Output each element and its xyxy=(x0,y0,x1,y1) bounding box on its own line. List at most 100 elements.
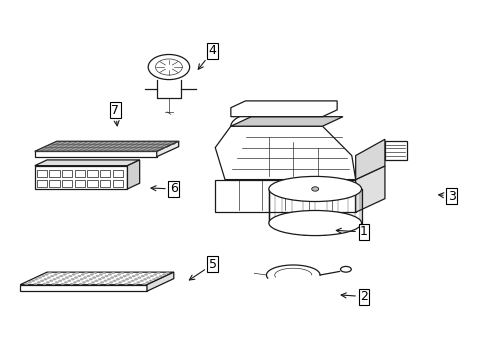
Ellipse shape xyxy=(74,277,78,279)
Ellipse shape xyxy=(67,280,71,282)
Ellipse shape xyxy=(103,280,107,282)
Polygon shape xyxy=(35,151,157,157)
Ellipse shape xyxy=(57,272,61,274)
Text: 2: 2 xyxy=(341,290,367,303)
Ellipse shape xyxy=(86,275,90,277)
Ellipse shape xyxy=(122,280,125,282)
Ellipse shape xyxy=(110,277,114,279)
Ellipse shape xyxy=(82,282,85,283)
Ellipse shape xyxy=(31,280,35,282)
Ellipse shape xyxy=(115,283,119,285)
Ellipse shape xyxy=(101,282,103,283)
Bar xyxy=(303,228,325,235)
Ellipse shape xyxy=(95,280,98,282)
Ellipse shape xyxy=(46,282,49,283)
Ellipse shape xyxy=(134,278,138,280)
Ellipse shape xyxy=(132,275,135,277)
Polygon shape xyxy=(215,126,355,180)
Text: 5: 5 xyxy=(189,258,216,280)
Ellipse shape xyxy=(93,272,97,274)
Ellipse shape xyxy=(116,278,120,280)
Ellipse shape xyxy=(59,280,62,282)
Ellipse shape xyxy=(127,282,131,283)
Ellipse shape xyxy=(88,283,91,285)
Bar xyxy=(384,141,406,159)
Ellipse shape xyxy=(48,272,51,274)
Ellipse shape xyxy=(60,275,63,277)
Ellipse shape xyxy=(61,283,64,285)
Ellipse shape xyxy=(92,277,96,279)
Bar xyxy=(49,170,60,177)
Polygon shape xyxy=(20,285,147,291)
Ellipse shape xyxy=(44,278,47,280)
Ellipse shape xyxy=(157,272,160,274)
Ellipse shape xyxy=(34,283,37,285)
Ellipse shape xyxy=(340,266,350,272)
Ellipse shape xyxy=(96,275,99,277)
Ellipse shape xyxy=(89,278,92,280)
Polygon shape xyxy=(230,101,336,117)
Ellipse shape xyxy=(99,274,102,275)
Ellipse shape xyxy=(72,274,75,275)
Ellipse shape xyxy=(165,272,169,274)
Ellipse shape xyxy=(35,278,38,280)
Bar xyxy=(75,180,85,187)
Ellipse shape xyxy=(28,282,31,283)
Bar xyxy=(298,223,331,228)
Bar xyxy=(75,170,85,177)
Ellipse shape xyxy=(153,274,157,275)
Ellipse shape xyxy=(152,278,156,280)
Ellipse shape xyxy=(121,272,124,274)
Ellipse shape xyxy=(85,280,89,282)
Ellipse shape xyxy=(125,278,128,280)
Ellipse shape xyxy=(91,282,95,283)
Ellipse shape xyxy=(106,283,109,285)
Bar xyxy=(49,180,60,187)
Ellipse shape xyxy=(64,282,67,283)
Ellipse shape xyxy=(124,283,127,285)
Ellipse shape xyxy=(78,275,81,277)
Ellipse shape xyxy=(128,277,132,279)
Polygon shape xyxy=(355,139,384,180)
Ellipse shape xyxy=(70,283,73,285)
Bar xyxy=(37,170,47,177)
Text: 7: 7 xyxy=(111,104,119,126)
Ellipse shape xyxy=(268,176,361,202)
Ellipse shape xyxy=(25,283,28,285)
Ellipse shape xyxy=(50,275,54,277)
Polygon shape xyxy=(355,166,384,212)
Polygon shape xyxy=(35,166,127,189)
Bar xyxy=(37,180,47,187)
Bar xyxy=(62,170,72,177)
Ellipse shape xyxy=(73,282,77,283)
Ellipse shape xyxy=(133,283,137,285)
Ellipse shape xyxy=(117,274,121,275)
Ellipse shape xyxy=(90,274,93,275)
Ellipse shape xyxy=(63,274,66,275)
Ellipse shape xyxy=(144,274,147,275)
Ellipse shape xyxy=(62,278,65,280)
Ellipse shape xyxy=(83,277,86,279)
Ellipse shape xyxy=(268,211,361,235)
Ellipse shape xyxy=(145,282,149,283)
Bar xyxy=(87,180,98,187)
Ellipse shape xyxy=(111,272,115,274)
Ellipse shape xyxy=(55,282,59,283)
Ellipse shape xyxy=(79,283,82,285)
Bar xyxy=(100,180,110,187)
Ellipse shape xyxy=(119,282,122,283)
Ellipse shape xyxy=(142,283,145,285)
Ellipse shape xyxy=(138,277,141,279)
Ellipse shape xyxy=(66,272,70,274)
Text: 6: 6 xyxy=(151,183,177,195)
Ellipse shape xyxy=(139,272,142,274)
Bar xyxy=(100,170,110,177)
Polygon shape xyxy=(230,117,342,126)
Ellipse shape xyxy=(146,277,150,279)
Ellipse shape xyxy=(43,283,46,285)
Polygon shape xyxy=(35,160,140,166)
Bar xyxy=(113,180,123,187)
Polygon shape xyxy=(215,180,355,212)
Ellipse shape xyxy=(140,280,143,282)
Ellipse shape xyxy=(129,272,133,274)
